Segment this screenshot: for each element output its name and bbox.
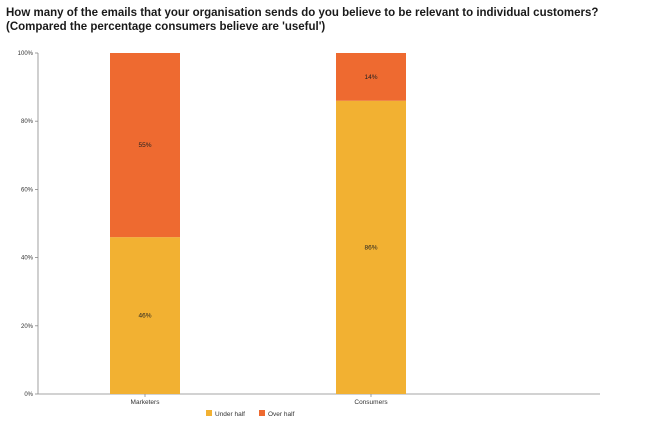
y-tick-label: 60%: [21, 187, 34, 193]
bar-consumers-over-half: [336, 53, 406, 101]
data-label: 86%: [364, 244, 377, 251]
data-label: 55%: [138, 142, 151, 149]
y-tick-label: 20%: [21, 324, 34, 330]
legend-label: Over half: [268, 411, 295, 418]
chart-title-line-2: (Compared the percentage consumers belie…: [6, 21, 326, 33]
y-tick-label: 0%: [24, 392, 33, 398]
data-label: 14%: [364, 74, 377, 81]
x-category-label: Marketers: [131, 399, 161, 406]
y-tick-label: 100%: [18, 51, 34, 57]
bar-marketers-over-half: [110, 53, 180, 238]
data-label: 46%: [138, 313, 151, 320]
chart-title: How many of the emails that your organis…: [6, 6, 646, 34]
y-tick-label: 80%: [21, 119, 34, 125]
legend-label: Under half: [215, 411, 245, 418]
chart-title-line-1: How many of the emails that your organis…: [6, 7, 599, 19]
bar-consumers-under-half: [336, 100, 406, 395]
y-tick-label: 40%: [21, 256, 34, 262]
bar-marketers-under-half: [110, 237, 180, 394]
x-category-label: Consumers: [354, 399, 388, 406]
legend-swatch: [206, 410, 212, 416]
legend-swatch: [259, 410, 265, 416]
